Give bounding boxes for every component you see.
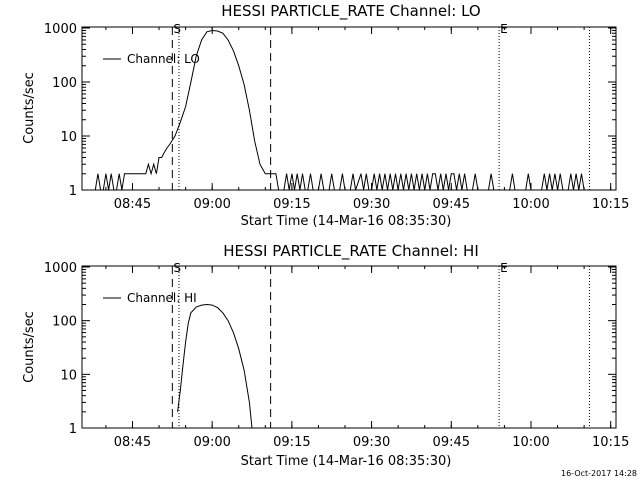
x-tick-label: 09:00 bbox=[193, 197, 230, 212]
legend-label: Channel: LO bbox=[127, 52, 200, 66]
x-tick-label: 08:45 bbox=[114, 435, 151, 450]
x-tick-label: 09:15 bbox=[273, 435, 310, 450]
hi-channel-panel: HESSI PARTICLE_RATE Channel: HI Start Ti… bbox=[22, 242, 629, 469]
y-tick-label: 1000 bbox=[44, 22, 77, 37]
y-tick-label: 10 bbox=[60, 368, 77, 383]
x-tick-label: 08:45 bbox=[114, 197, 151, 212]
axis-ticks: 08:45 09:00 09:15 09:30 09:45 10:00 10:15 1 10 10… bbox=[44, 261, 630, 450]
y-tick-label: 100 bbox=[52, 76, 77, 91]
lo-channel-panel: HESSI PARTICLE_RATE Channel: LO Start Ti… bbox=[22, 2, 629, 229]
x-tick-label: 09:45 bbox=[433, 435, 470, 450]
series-line-lo bbox=[94, 29, 585, 191]
plot-frame bbox=[81, 265, 617, 429]
y-tick-label: 1000 bbox=[44, 261, 77, 276]
x-tick-label: 09:30 bbox=[353, 435, 390, 450]
legend: Channel: HI bbox=[103, 291, 197, 305]
x-tick-label: 10:15 bbox=[592, 435, 629, 450]
y-tick-label: 10 bbox=[60, 130, 77, 145]
y-axis-label: Counts/sec bbox=[22, 311, 37, 383]
x-tick-label: 09:15 bbox=[273, 197, 310, 212]
y-tick-label: 100 bbox=[52, 315, 77, 330]
chart-title: HESSI PARTICLE_RATE Channel: HI bbox=[223, 242, 479, 261]
x-tick-label: 09:45 bbox=[433, 197, 470, 212]
marker-label: E bbox=[500, 22, 508, 36]
series-line-hi bbox=[177, 303, 253, 429]
axis-ticks: 08:45 09:00 09:15 09:30 09:45 10:00 10:15 1 10 10… bbox=[44, 22, 630, 212]
x-axis-label: Start Time (14-Mar-16 08:35:30) bbox=[241, 214, 452, 229]
marker-label: S bbox=[173, 261, 181, 275]
x-tick-label: 09:00 bbox=[193, 435, 230, 450]
x-tick-label: 09:30 bbox=[353, 197, 390, 212]
legend-label: Channel: HI bbox=[127, 291, 197, 305]
x-axis-label: Start Time (14-Mar-16 08:35:30) bbox=[241, 454, 452, 469]
x-tick-label: 10:00 bbox=[512, 435, 549, 450]
y-tick-label: 1 bbox=[69, 422, 77, 437]
timestamp: 16-Oct-2017 14:28 bbox=[561, 469, 637, 478]
x-tick-label: 10:15 bbox=[592, 197, 629, 212]
marker-label: E bbox=[500, 261, 508, 275]
chart-title: HESSI PARTICLE_RATE Channel: LO bbox=[221, 2, 480, 21]
marker-label: S bbox=[173, 22, 181, 36]
y-tick-label: 1 bbox=[69, 184, 77, 199]
x-tick-label: 10:00 bbox=[512, 197, 549, 212]
legend: Channel: LO bbox=[103, 52, 200, 66]
y-axis-label: Counts/sec bbox=[22, 72, 37, 144]
